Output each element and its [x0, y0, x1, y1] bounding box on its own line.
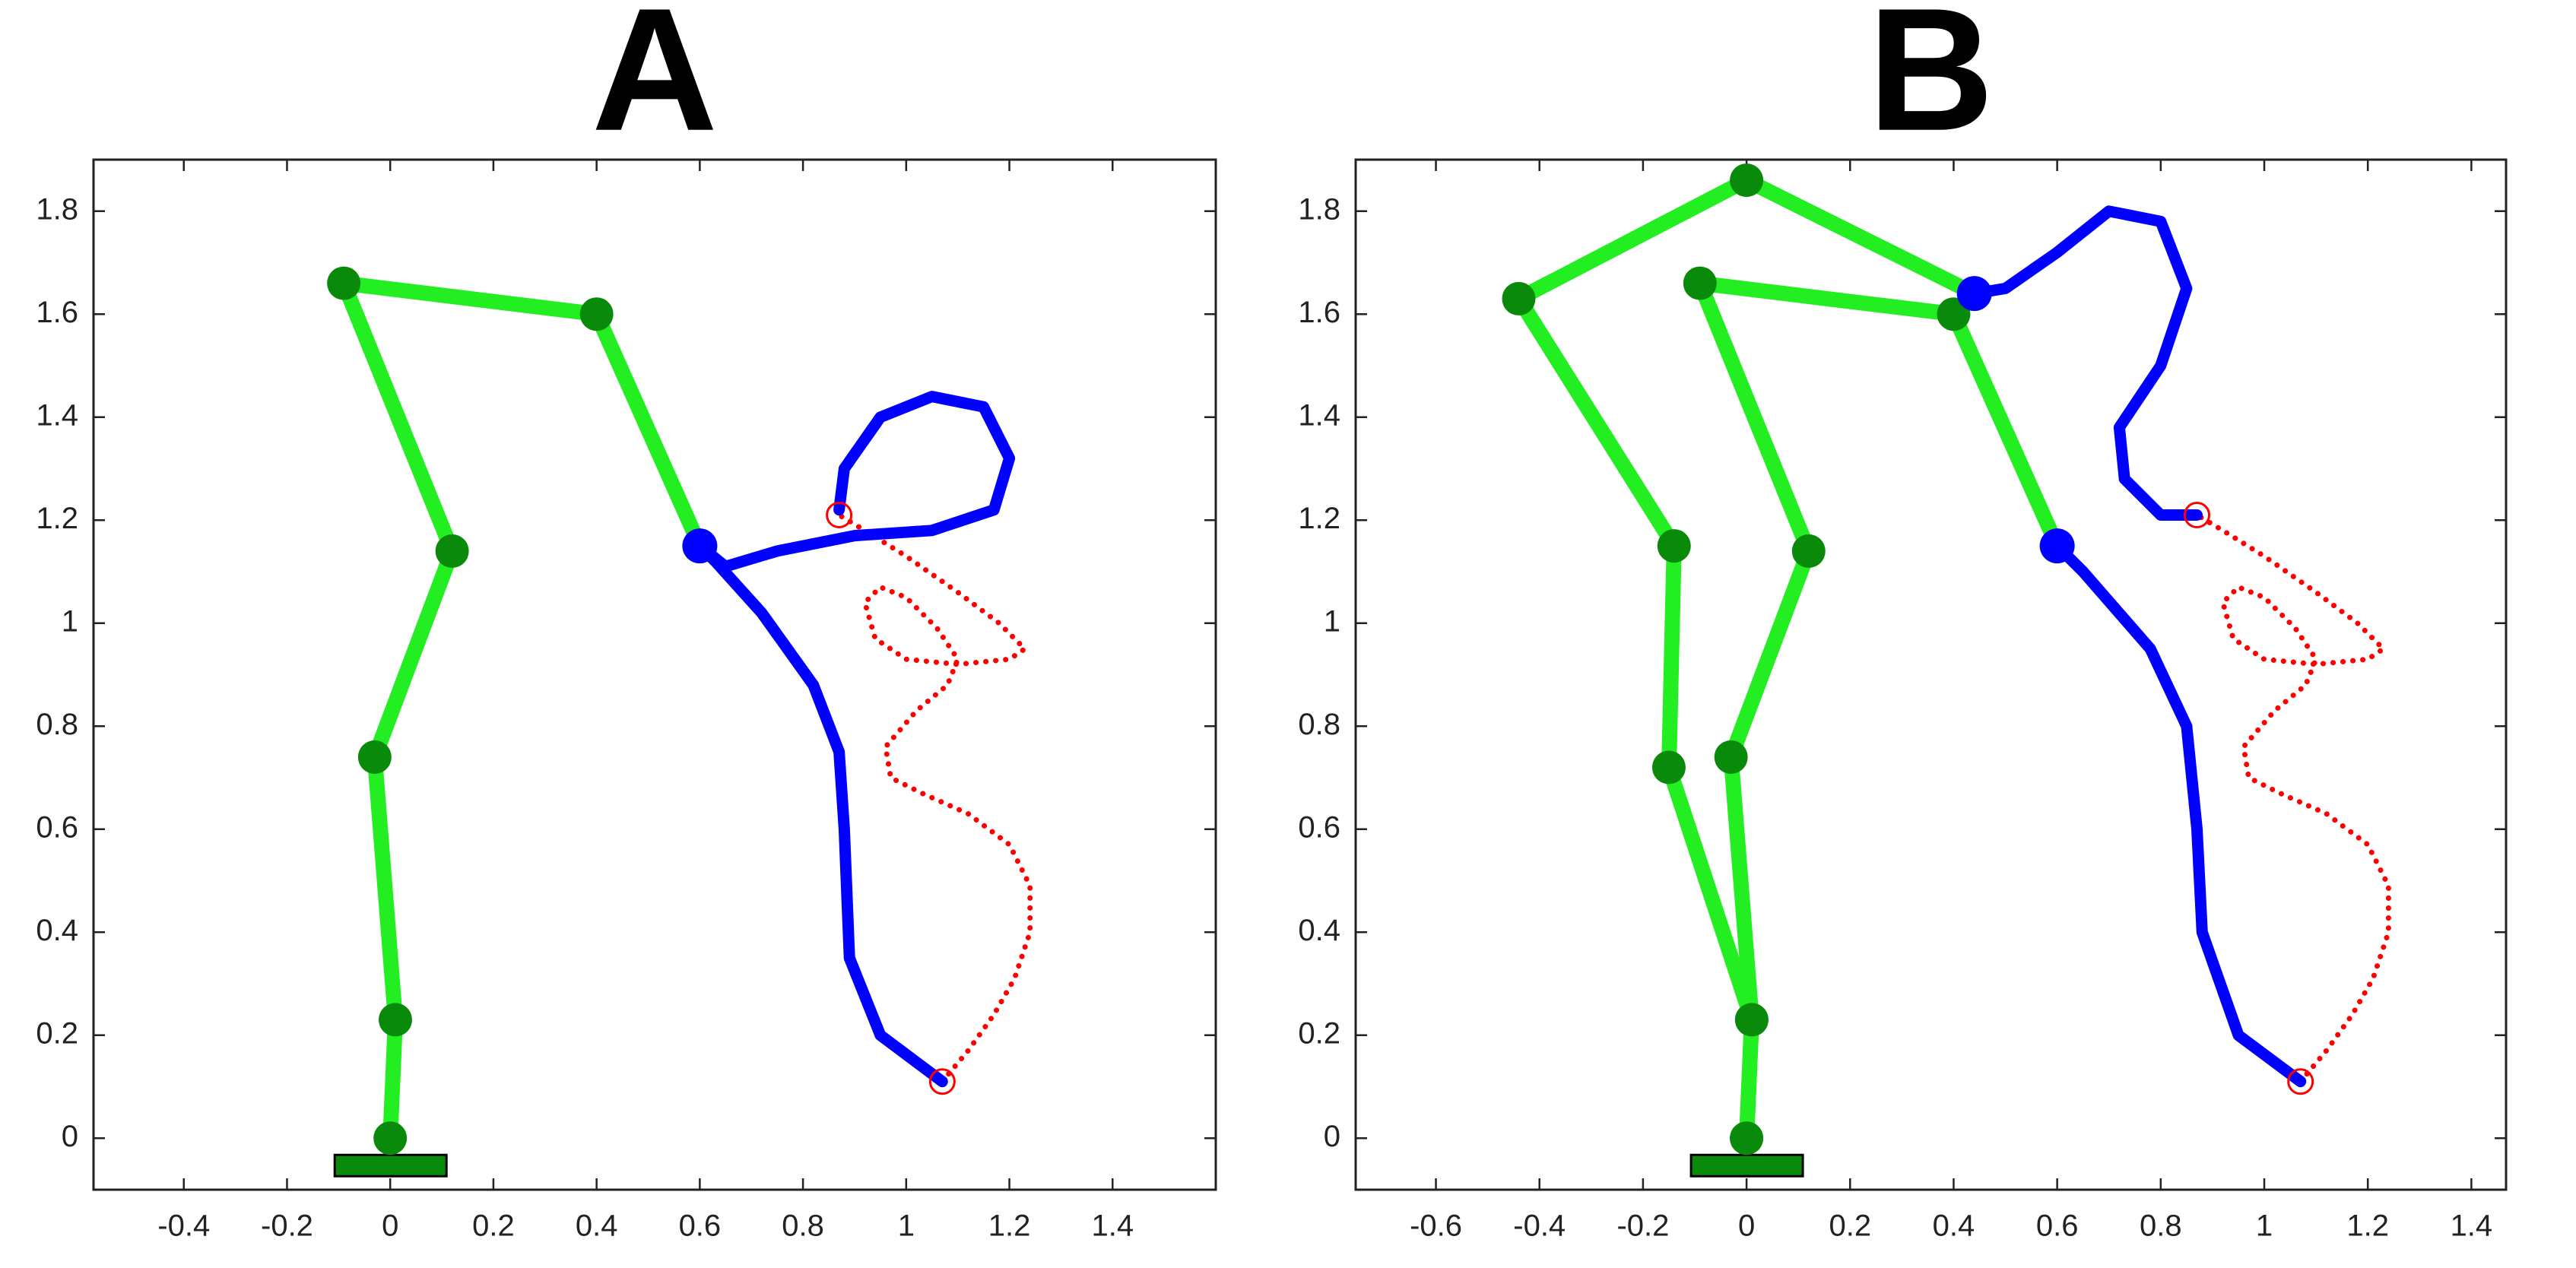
joint: [357, 740, 392, 774]
x-tick-label: 1.2: [988, 1209, 1031, 1243]
x-tick-label: 0.8: [782, 1209, 824, 1243]
y-tick-label: 0.2: [1298, 1016, 1340, 1050]
target-circle: [826, 501, 853, 528]
x-tick-label: 0.2: [472, 1209, 515, 1243]
trajectory-dotted: [2194, 512, 2391, 1085]
target-circle: [928, 1068, 956, 1095]
joint: [1730, 163, 1764, 198]
joint: [1651, 750, 1686, 785]
trajectory: [693, 391, 1016, 1088]
x-tick-label: 1.4: [2451, 1209, 2493, 1243]
x-tick-label: 0.2: [1829, 1209, 1871, 1243]
joint: [373, 1121, 408, 1155]
end-effector: [2039, 528, 2075, 564]
y-tick-label: 0.8: [1298, 708, 1340, 741]
joint: [1791, 534, 1826, 568]
y-tick-label: 1.8: [1298, 192, 1340, 226]
trajectory: [2051, 540, 2307, 1088]
y-tick-label: 1: [1324, 604, 1340, 638]
joint: [1714, 740, 1748, 774]
x-tick-label: 0.6: [679, 1209, 722, 1243]
joint: [1683, 266, 1717, 300]
y-tick-label: 0.6: [36, 810, 78, 844]
trajectory-dotted: [836, 512, 1033, 1085]
x-tick-label: -0.2: [261, 1209, 313, 1243]
y-tick-label: 1.2: [36, 502, 78, 535]
y-tick-label: 1.4: [1298, 398, 1340, 432]
x-tick-label: 0.4: [576, 1209, 618, 1243]
x-tick-label: 1: [898, 1209, 915, 1243]
panel: B -0.6 -0.4 -0.2 0 0.2 0.4 0.6 0.8 1 1.2 1.4 0 0.2 0.4…: [1298, 0, 2508, 1243]
y-tick-label: 1.6: [36, 296, 78, 329]
x-tick-label: 0.8: [2140, 1209, 2182, 1243]
x-tick-label: 0.4: [1933, 1209, 1975, 1243]
x-tick-label: -0.6: [1410, 1209, 1462, 1243]
joint: [1734, 1003, 1769, 1037]
trajectory: [1968, 205, 2203, 521]
end-effector: [1956, 276, 1992, 312]
y-tick-label: 0: [62, 1120, 78, 1153]
y-tick-label: 1.8: [36, 192, 78, 226]
joint: [1502, 281, 1536, 315]
x-tick-label: 0: [382, 1209, 398, 1243]
joint: [1657, 529, 1691, 563]
joint: [579, 297, 614, 331]
x-tick-label: 1.4: [1091, 1209, 1134, 1243]
plot-area: [92, 158, 1217, 1191]
joint: [1730, 1121, 1764, 1155]
chart-title: A: [592, 0, 718, 167]
y-tick-label: 1.6: [1298, 296, 1340, 329]
y-tick-label: 1: [62, 604, 78, 638]
y-tick-label: 0.6: [1298, 810, 1340, 844]
base-plate: [333, 1153, 448, 1178]
x-tick-label: 0.6: [2036, 1209, 2079, 1243]
joint: [435, 534, 469, 568]
y-tick-label: 0.2: [36, 1016, 78, 1050]
y-tick-label: 1.4: [36, 398, 78, 432]
target-circle: [2183, 501, 2210, 528]
end-effector: [682, 528, 718, 564]
joint: [327, 266, 361, 300]
y-tick-label: 0.4: [36, 914, 78, 947]
y-tick-label: 1.2: [1298, 502, 1340, 535]
x-tick-label: -0.4: [157, 1209, 210, 1243]
chart-title: B: [1867, 0, 1994, 167]
x-tick-label: 0: [1738, 1209, 1755, 1243]
y-tick-label: 0.4: [1298, 914, 1340, 947]
base-plate: [1689, 1153, 1804, 1178]
y-tick-label: 0: [1324, 1120, 1340, 1153]
target-circle: [2287, 1068, 2314, 1095]
x-tick-label: -0.4: [1513, 1209, 1566, 1243]
y-tick-label: 0.8: [36, 708, 78, 741]
x-tick-label: -0.2: [1616, 1209, 1669, 1243]
x-tick-label: 1: [2256, 1209, 2273, 1243]
panel: A -0.4 -0.2 0 0.2 0.4 0.6 0.8 1 1.2 1.4 0 0.2 0.4 0.6 0…: [36, 0, 1217, 1243]
x-tick-label: 1.2: [2346, 1209, 2389, 1243]
joint: [378, 1003, 412, 1037]
